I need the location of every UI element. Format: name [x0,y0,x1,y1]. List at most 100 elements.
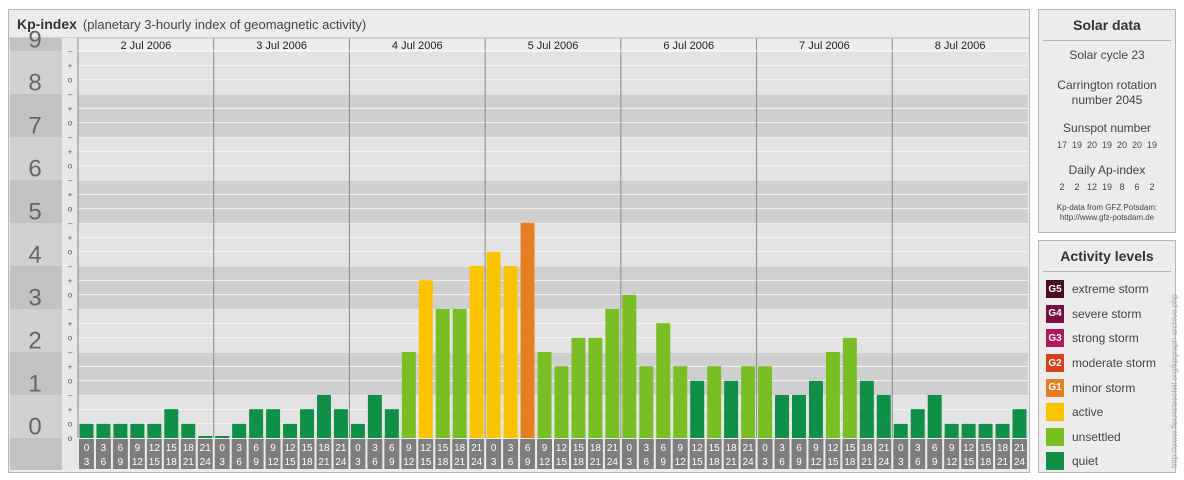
kp-bar [96,423,111,438]
minor-axis-band [62,38,78,51]
hour-end-label: 9 [389,457,395,468]
y-minor-tick-label: + [68,405,73,414]
source-watermark: http://www.fleuristesoleil.org/kpgraph a… [1170,294,1179,468]
kp-band [78,94,1028,137]
kp-band [78,51,1028,94]
kp-bar [605,309,620,438]
y-minor-tick-label: – [68,262,73,271]
minor-axis-band [62,395,78,438]
legend-item: G1 minor storm [1046,375,1156,400]
hour-cell [689,439,705,469]
hour-cell [604,439,620,469]
legend-swatch [1046,427,1064,446]
sunspot-value: 19 [1101,140,1112,150]
hour-cell [129,439,145,469]
hour-end-label: 12 [675,457,687,468]
y-minor-tick-label: + [68,276,73,285]
hour-start-label: 18 [997,443,1009,454]
data-source-link[interactable]: http://www.gfz-potsdam.de [1059,213,1155,222]
kp-bar [384,409,399,438]
hour-cell [893,439,909,469]
legend-label: minor storm [1072,380,1136,395]
activity-levels-panel: Activity levels G5 extreme storm G4 severe … [1038,240,1176,473]
hour-cell [570,439,586,469]
hour-start-label: 15 [709,443,721,454]
hour-start-label: 3 [644,443,650,454]
minor-axis-band [62,137,78,180]
hour-start-label: 0 [355,443,361,454]
legend-label: strong storm [1072,331,1139,346]
kp-bar [333,409,348,438]
y-minor-tick-label: – [68,391,73,400]
minor-axis-band [62,223,78,266]
hour-end-label: 3 [491,457,497,468]
kp-bar [367,395,382,438]
kp-bar [724,380,739,438]
hour-end-label: 6 [372,457,378,468]
hour-start-label: 21 [335,443,347,454]
hour-cell [452,439,468,469]
kp-bar [978,423,993,438]
hour-cell [146,439,162,469]
day-label: 3 Jul 2006 [256,40,307,52]
carrington-line2: number 2045 [1071,93,1143,107]
kp-band [78,352,1028,395]
y-minor-tick-label: – [68,348,73,357]
hour-start-label: 9 [813,443,819,454]
activity-legend: G5 extreme storm G4 severe storm G3 strong st… [1046,277,1156,474]
hour-cell [587,439,603,469]
kp-bar [792,395,806,438]
hour-cell [231,439,247,469]
hour-start-label: 3 [101,443,107,454]
ap-value: 2 [1149,182,1155,192]
y-minor-tick-label: o [68,420,73,429]
kp-bar [656,323,671,438]
hour-cell [469,439,485,469]
legend-swatch: G2 [1046,354,1064,373]
hour-start-label: 0 [627,443,633,454]
y-minor-tick-label: o [68,434,73,443]
minor-axis-band [62,266,78,309]
hour-start-label: 15 [166,443,178,454]
hour-end-label: 15 [420,457,432,468]
y-minor-tick-label: o [68,334,73,343]
legend-item: G5 extreme storm [1046,277,1156,302]
hour-start-label: 21 [471,443,483,454]
hour-start-label: 3 [372,443,378,454]
kp-bar [910,409,925,438]
hour-end-label: 21 [997,457,1009,468]
hour-end-label: 15 [149,457,161,468]
hour-start-label: 6 [253,443,259,454]
hour-end-label: 21 [183,457,195,468]
y-tick-label: 2 [28,328,41,355]
solar-data-panel: Solar data Solar cycle 23 Carrington rot… [1038,9,1176,233]
hour-cell [978,439,994,469]
panel-divider [1043,40,1171,41]
legend-swatch: G5 [1046,280,1064,299]
day-label: 8 Jul 2006 [935,40,986,52]
kp-bar [995,423,1010,438]
legend-item: active [1046,400,1156,425]
kp-bar [673,366,688,438]
hour-cell [503,439,519,469]
hour-end-label: 21 [861,457,873,468]
hour-start-label: 9 [949,443,955,454]
y-minor-tick-label: o [68,377,73,386]
hour-end-label: 6 [779,457,785,468]
hour-cell [418,439,434,469]
hour-cell [927,439,943,469]
y-minor-tick-label: + [68,147,73,156]
sunspot-value: 20 [1086,140,1097,150]
y-axis-band [10,266,62,309]
y-minor-tick-label: + [68,190,73,199]
y-tick-label: 0 [28,414,41,441]
y-minor-tick-label: – [68,133,73,142]
hour-start-label: 12 [284,443,296,454]
hour-cell [757,439,773,469]
hour-cell [740,439,756,469]
kp-bar [164,409,179,438]
hour-end-label: 12 [132,457,144,468]
hour-cell [401,439,417,469]
kp-bar [741,366,756,438]
hour-end-label: 6 [508,457,514,468]
